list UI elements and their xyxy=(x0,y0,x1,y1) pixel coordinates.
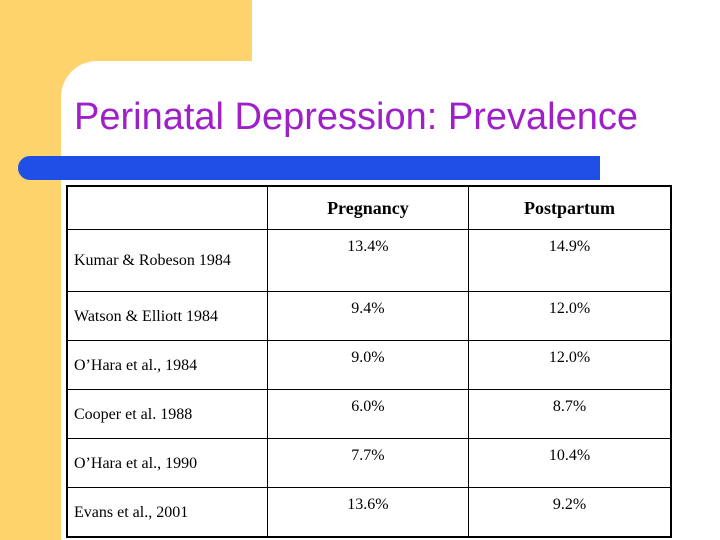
title-underline-bar xyxy=(18,156,600,180)
header-postpartum: Postpartum xyxy=(468,185,672,230)
pregnancy-cell: 7.7% xyxy=(266,438,470,488)
postpartum-cell: 12.0% xyxy=(468,340,672,390)
pregnancy-cell: 9.0% xyxy=(266,340,470,390)
table-row: O’Hara et al., 1984 9.0% 12.0% xyxy=(66,340,672,390)
pregnancy-cell: 6.0% xyxy=(266,389,470,439)
pregnancy-cell: 13.4% xyxy=(266,229,470,292)
prevalence-table: Pregnancy Postpartum Kumar & Robeson 198… xyxy=(66,185,672,538)
study-cell: O’Hara et al., 1990 xyxy=(66,438,268,488)
postpartum-cell: 12.0% xyxy=(468,291,672,341)
slide-title: Perinatal Depression: Prevalence xyxy=(74,96,638,138)
table-row: Evans et al., 2001 13.6% 9.2% xyxy=(66,487,672,538)
header-pregnancy: Pregnancy xyxy=(266,185,470,230)
pregnancy-cell: 9.4% xyxy=(266,291,470,341)
table-row: Kumar & Robeson 1984 13.4% 14.9% xyxy=(66,229,672,292)
pregnancy-cell: 13.6% xyxy=(266,487,470,538)
study-cell: Kumar & Robeson 1984 xyxy=(66,229,268,292)
decorative-accent-left xyxy=(0,0,61,540)
postpartum-cell: 10.4% xyxy=(468,438,672,488)
study-cell: Evans et al., 2001 xyxy=(66,487,268,538)
table-row: O’Hara et al., 1990 7.7% 10.4% xyxy=(66,438,672,488)
postpartum-cell: 14.9% xyxy=(468,229,672,292)
table-header-row: Pregnancy Postpartum xyxy=(66,185,672,230)
postpartum-cell: 9.2% xyxy=(468,487,672,538)
table-row: Cooper et al. 1988 6.0% 8.7% xyxy=(66,389,672,439)
postpartum-cell: 8.7% xyxy=(468,389,672,439)
header-empty-cell xyxy=(66,185,268,230)
study-cell: O’Hara et al., 1984 xyxy=(66,340,268,390)
study-cell: Cooper et al. 1988 xyxy=(66,389,268,439)
table-row: Watson & Elliott 1984 9.4% 12.0% xyxy=(66,291,672,341)
study-cell: Watson & Elliott 1984 xyxy=(66,291,268,341)
